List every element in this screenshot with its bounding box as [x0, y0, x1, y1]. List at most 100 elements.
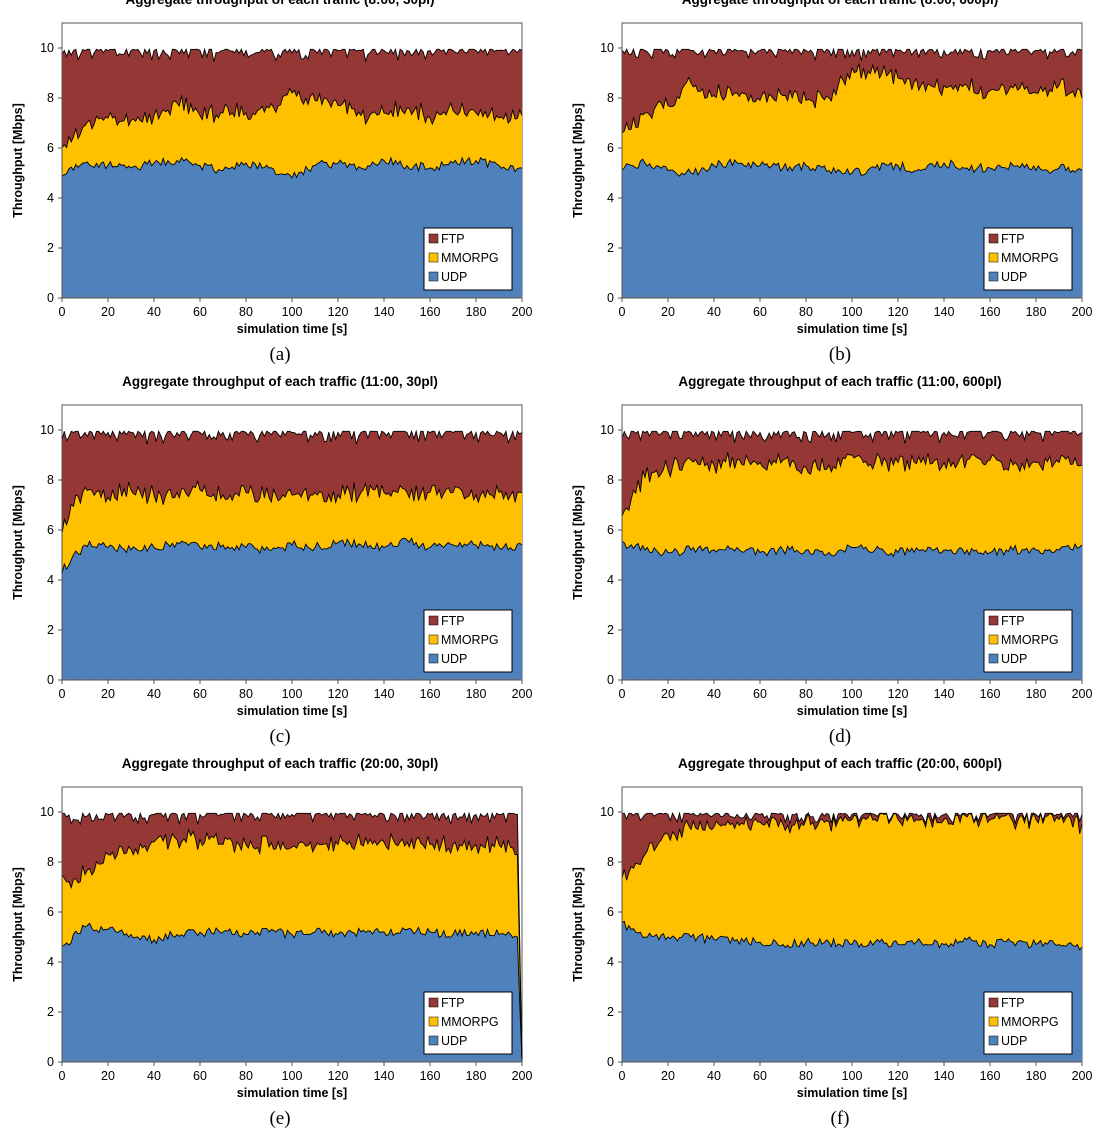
x-tick-label: 60	[753, 1069, 767, 1083]
x-tick-label: 200	[1072, 305, 1093, 319]
x-tick-label: 0	[619, 305, 626, 319]
chart-title: Aggregate throughput of each traffic (8:…	[0, 0, 560, 7]
y-axis-label: Throughput [Mbps]	[571, 867, 585, 982]
panel-caption: (b)	[828, 344, 852, 365]
chart-title: Aggregate throughput of each traffic (20…	[121, 756, 439, 771]
x-axis-label: simulation time [s]	[797, 704, 907, 718]
y-tick-label: 2	[607, 1005, 614, 1019]
y-tick-label: 4	[607, 573, 614, 587]
x-tick-label: 140	[374, 305, 395, 319]
x-tick-label: 140	[934, 687, 955, 701]
legend-swatch	[988, 252, 999, 263]
legend-swatch	[988, 233, 999, 244]
x-tick-label: 120	[328, 687, 349, 701]
y-axis-label: Throughput [Mbps]	[11, 103, 25, 218]
x-tick-label: 80	[799, 1069, 813, 1083]
legend-swatch	[428, 252, 439, 263]
x-tick-label: 200	[512, 305, 533, 319]
y-tick-label: 0	[47, 673, 54, 687]
legend-label: UDP	[1001, 652, 1027, 666]
series-area-udp	[62, 157, 522, 298]
x-tick-label: 120	[888, 1069, 909, 1083]
x-tick-label: 60	[193, 305, 207, 319]
y-tick-label: 8	[607, 91, 614, 105]
legend-label: UDP	[1001, 270, 1027, 284]
x-axis-label: simulation time [s]	[237, 1086, 347, 1100]
x-tick-label: 100	[282, 687, 303, 701]
x-tick-label: 60	[193, 1069, 207, 1083]
legend-label: FTP	[1001, 996, 1025, 1010]
legend-swatch	[988, 1016, 999, 1027]
panel-caption: (a)	[269, 344, 291, 365]
x-tick-label: 180	[1026, 687, 1047, 701]
x-tick-label: 40	[147, 305, 161, 319]
legend: FTP MMORPG UDP	[983, 227, 1073, 291]
y-axis-label: Throughput [Mbps]	[11, 867, 25, 982]
y-tick-label: 2	[607, 623, 614, 637]
chart-panel: Aggregate throughput of each traffic (20…	[560, 756, 1099, 1145]
x-tick-label: 160	[980, 305, 1001, 319]
x-tick-label: 160	[420, 305, 441, 319]
legend-swatch	[428, 653, 439, 664]
legend-label: MMORPG	[1001, 251, 1059, 265]
y-tick-label: 0	[607, 291, 614, 305]
legend-label: FTP	[441, 614, 465, 628]
legend-swatch	[428, 1035, 439, 1046]
x-tick-label: 120	[328, 1069, 349, 1083]
x-tick-label: 120	[888, 305, 909, 319]
x-tick-label: 0	[619, 687, 626, 701]
legend-swatch	[988, 1035, 999, 1046]
legend: FTP MMORPG UDP	[423, 609, 513, 673]
legend: FTP MMORPG UDP	[983, 991, 1073, 1055]
chart-panel: Aggregate throughput of each traffic (11…	[0, 374, 560, 763]
x-tick-label: 100	[842, 687, 863, 701]
series-boundary-mmorpg	[61, 87, 523, 149]
y-tick-label: 10	[40, 41, 54, 55]
legend-swatch	[988, 653, 999, 664]
y-tick-label: 10	[40, 805, 54, 819]
x-tick-label: 200	[512, 687, 533, 701]
legend-label: MMORPG	[1001, 633, 1059, 647]
y-tick-label: 0	[607, 673, 614, 687]
y-tick-label: 6	[607, 523, 614, 537]
legend-swatch	[428, 271, 439, 282]
y-tick-label: 0	[607, 1055, 614, 1069]
chart-title: Aggregate throughput of each traffic (11…	[122, 374, 438, 389]
legend-box	[423, 991, 513, 1055]
x-tick-label: 40	[147, 687, 161, 701]
legend-label: FTP	[1001, 232, 1025, 246]
x-tick-label: 40	[707, 305, 721, 319]
series-boundary-udp	[61, 156, 523, 179]
y-axis-label: Throughput [Mbps]	[571, 103, 585, 218]
legend-label: UDP	[441, 1034, 467, 1048]
x-tick-label: 160	[420, 687, 441, 701]
panel-caption: (c)	[269, 726, 291, 747]
series-area-udp	[62, 923, 522, 1062]
x-tick-label: 180	[1026, 1069, 1047, 1083]
y-tick-label: 2	[607, 241, 614, 255]
chart-title: Aggregate throughput of each traffic (8:…	[560, 0, 1099, 7]
legend-swatch	[428, 634, 439, 645]
y-tick-label: 8	[607, 855, 614, 869]
y-tick-label: 8	[47, 473, 54, 487]
legend-swatch	[428, 615, 439, 626]
legend-box	[983, 227, 1073, 291]
panel-caption: (d)	[828, 726, 852, 747]
x-tick-label: 180	[1026, 305, 1047, 319]
legend: FTP MMORPG UDP	[423, 227, 513, 291]
series-boundary-udp	[61, 536, 523, 575]
legend-box	[983, 991, 1073, 1055]
x-tick-label: 180	[466, 687, 487, 701]
y-tick-label: 8	[47, 855, 54, 869]
x-axis-label: simulation time [s]	[797, 322, 907, 336]
legend-label: FTP	[441, 996, 465, 1010]
x-tick-label: 40	[707, 1069, 721, 1083]
x-tick-label: 180	[466, 305, 487, 319]
legend-box	[423, 609, 513, 673]
x-tick-label: 140	[934, 305, 955, 319]
x-tick-label: 160	[420, 1069, 441, 1083]
